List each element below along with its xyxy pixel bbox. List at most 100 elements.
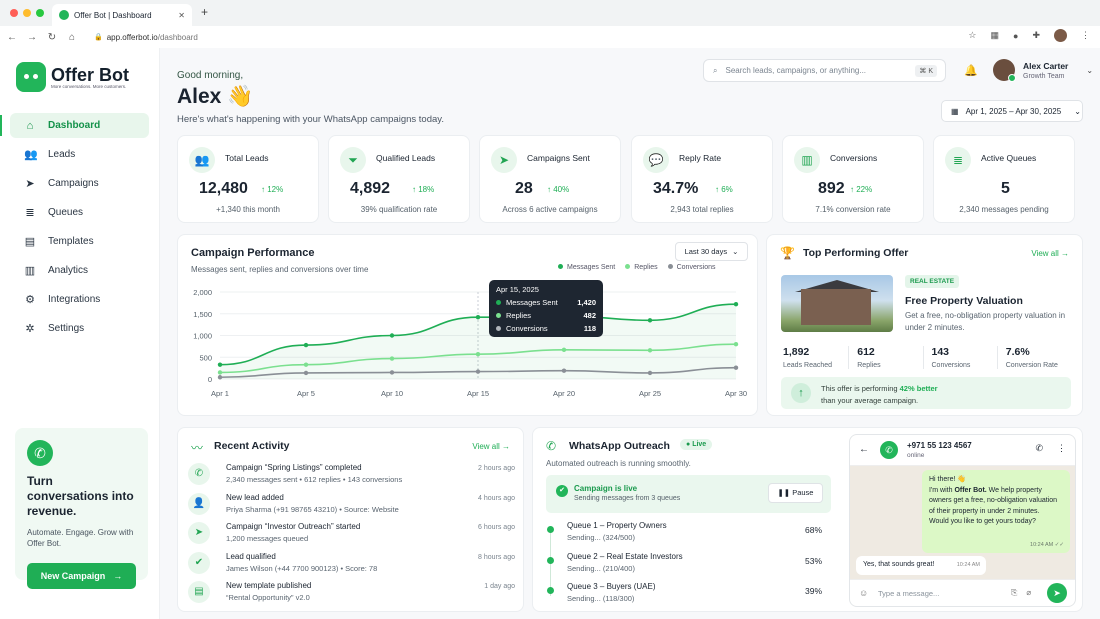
arrow-up-icon: ↑ [715,185,722,194]
legend-item: Replies [625,264,658,271]
kpi-delta-value: 22% [856,185,873,194]
more-options-icon[interactable]: ⋮ [1057,443,1066,453]
message-input-bar: ☺ Type a message... ⎘ ⌀ ➤ [850,579,1075,606]
new-campaign-label: New Campaign [40,571,106,581]
activity-time: 1 day ago [484,583,515,590]
kpi-delta-value: 40% [553,185,570,194]
range-select[interactable]: Last 30 days ⌄ [675,242,748,261]
queue-name: Queue 2 – Real Estate Investors [567,551,683,561]
maximize-window-icon[interactable] [36,9,44,17]
activity-pulse-icon: 〰 [191,441,204,455]
view-all-link[interactable]: View all → [472,442,510,451]
emoji-icon[interactable]: ☺ [859,588,869,598]
back-arrow-icon[interactable]: ← [859,444,869,455]
search-placeholder: Search leads, campaigns, or anything... [725,66,867,75]
activity-title: Campaign “Spring Listings” completed [226,463,362,472]
sidebar: Offer Bot More conversations. More custo… [0,48,160,619]
activity-subtitle: James Wilson (+44 7700 900123) • Score: … [226,563,378,573]
browser-tab[interactable]: Offer Bot | Dashboard ✕ [52,4,192,26]
extension-icon[interactable]: ▦ [990,30,1000,40]
arrow-up-icon: ↑ [791,383,811,403]
tooltip-row: Messages Sent 1,420 [496,298,596,307]
kpi-card: ➤ Campaigns Sent 28 ↑ 40% Across 6 active ca… [479,135,621,223]
forward-icon[interactable]: → [27,31,37,43]
date-range-picker[interactable]: ▦ Apr 1, 2025 – Apr 30, 2025 ⌄ [941,100,1083,122]
queue-row: Queue 2 – Real Estate Investors Sending..… [546,552,831,580]
queue-status-dot [547,556,554,564]
chevron-down-icon: ⌄ [1074,106,1081,116]
pause-button[interactable]: ❚❚ Pause [768,483,823,503]
new-campaign-button[interactable]: New Campaign → [27,563,136,589]
send-button[interactable]: ➤ [1047,583,1067,603]
message-input[interactable]: Type a message... [878,589,940,598]
sidebar-item-settings[interactable]: ✲ Settings [10,316,149,341]
avatar [993,59,1016,82]
attachment-icon[interactable]: ⎘ [1011,588,1018,597]
sidebar-item-dashboard[interactable]: ⌂ Dashboard [0,113,149,138]
send-icon: ➤ [25,178,35,190]
active-queues-icon: ≣ [945,147,971,173]
y-tick-label: 1,000 [193,332,212,341]
phone-call-icon[interactable]: ✆ [1035,443,1043,453]
chart-icon: ▥ [24,265,36,277]
extension-icon-2[interactable]: ● [1013,30,1019,41]
view-all-link[interactable]: View all → [1031,249,1069,258]
sidebar-item-label: Dashboard [48,120,101,131]
extensions-puzzle-icon[interactable]: ✚ [1032,30,1040,40]
line-chart: 0 500 1,000 1,500 2,000 Apr 1 Apr 5 Apr 10 Apr 1… [193,288,747,398]
message-time: 10:24 AM [956,562,980,568]
list-item[interactable]: ✔ Lead qualified James Wilson (+44 7700 90… [188,550,515,579]
queue-percent: 39% [804,586,822,596]
list-item[interactable]: ➤ Campaign “Investor Outreach” started 1,2… [188,520,515,549]
close-tab-icon[interactable]: ✕ [178,10,185,20]
legend-item: Messages Sent [558,264,615,271]
sidebar-item-campaigns[interactable]: ➤ Campaigns [10,171,149,196]
browser-profile-avatar[interactable] [1054,29,1067,42]
search-input[interactable]: ⌕ Search leads, campaigns, or anything..… [703,59,946,82]
kpi-delta: ↑ 18% [412,185,434,194]
list-item[interactable]: 👤 New lead added Priya Sharma (+91 98765 4… [188,491,515,520]
paperclip-icon[interactable]: ⌀ [1026,588,1032,597]
x-tick-label: Apr 1 [211,389,229,398]
brand-logo[interactable]: Offer Bot More conversations. More custo… [16,62,129,92]
data-point [389,356,395,361]
reload-icon[interactable]: ↻ [47,31,57,43]
message-time: 10:24 AM ✓✓ [1030,541,1064,548]
sidebar-item-analytics[interactable]: ▥ Analytics [10,258,149,283]
user-menu[interactable]: Alex Carter Growth Team ⌄ [993,59,1093,82]
performance-banner: ↑ This offer is performing 42% better th… [781,377,1071,409]
data-point [475,369,481,374]
new-tab-icon[interactable]: + [201,5,209,19]
activity-time: 8 hours ago [478,553,515,561]
kpi-label: Active Queues [981,153,1037,163]
minimize-window-icon[interactable] [23,9,31,17]
notification-bell-icon[interactable]: 🔔 [964,65,978,77]
kpi-card: ⏷ Qualified Leads 4,892 ↑ 18% 39% qualificat… [328,135,470,223]
legend-swatch [667,264,673,269]
campaign-performance-card: Campaign Performance Messages sent, repl… [177,234,758,416]
activity-time: 2 hours ago [478,465,515,472]
x-tick-label: Apr 15 [467,389,489,398]
kpi-value: 892 [818,180,845,197]
list-item[interactable]: ▤ New template published “Rental Opportuni… [188,579,515,608]
whatsapp-icon: ✆ [27,440,53,466]
sidebar-item-templates[interactable]: ▤ Templates [10,229,149,254]
sidebar-item-integrations[interactable]: ⚙ Integrations [10,287,149,312]
sidebar-item-queues[interactable]: ≣ Queues [10,200,149,225]
check-circle-icon: ✔ [188,551,210,574]
browser-menu-icon[interactable]: ⋮ [1081,30,1090,40]
y-tick-label: 500 [199,353,212,362]
kpi-label: Conversions [830,153,878,163]
data-point [561,368,567,373]
list-item[interactable]: ✆ Campaign “Spring Listings” completed 2,3… [188,461,515,490]
sidebar-item-label: Queues [48,207,84,218]
activity-title: Campaign “Investor Outreach” started [226,522,361,531]
sidebar-item-leads[interactable]: 👥 Leads [10,142,149,167]
kpi-subtext: 39% qualification rate [360,205,438,214]
close-window-icon[interactable] [10,9,18,17]
home-browser-icon[interactable]: ⌂ [68,31,76,43]
plug-icon: ⚙ [25,294,35,306]
bookmark-star-icon[interactable]: ☆ [968,30,977,40]
address-bar[interactable]: 🔒 app.offerbot.io/dashboard [94,33,198,42]
back-icon[interactable]: ← [7,31,17,43]
